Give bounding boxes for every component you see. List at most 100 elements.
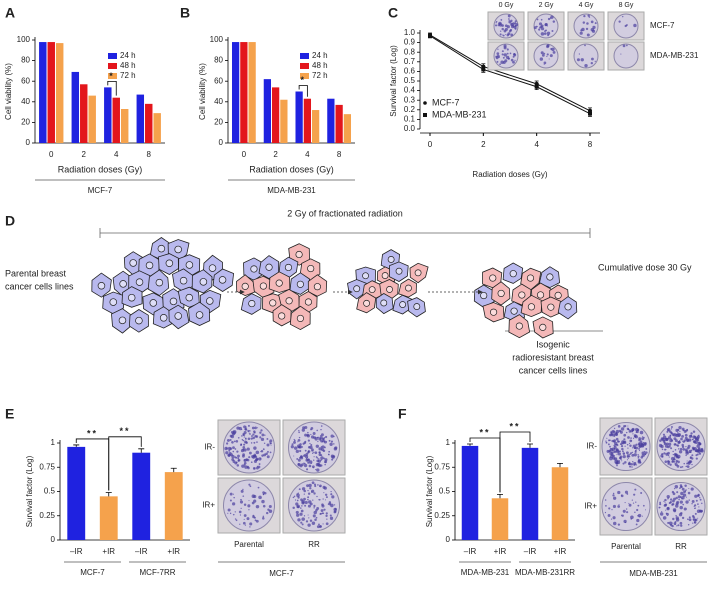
colony <box>499 33 502 36</box>
colony <box>266 443 270 447</box>
colony <box>694 504 697 507</box>
colony <box>688 518 692 522</box>
colony <box>239 443 243 447</box>
colony <box>594 22 597 25</box>
colony <box>307 439 310 442</box>
colony <box>679 521 683 525</box>
image-column-label: 4 Gy <box>579 2 594 9</box>
colony <box>262 517 265 520</box>
panel-letter: C <box>388 5 398 21</box>
colony <box>316 429 319 432</box>
colony <box>246 447 250 451</box>
colony <box>580 29 583 32</box>
colony <box>234 448 237 450</box>
colony <box>697 443 699 445</box>
colony <box>319 485 321 488</box>
nucleus <box>497 289 505 298</box>
x-axis-label: Radiation doses (Gy) <box>249 164 334 174</box>
error-bar <box>557 462 563 468</box>
colony <box>509 28 513 32</box>
colony <box>228 451 232 455</box>
colony <box>545 29 548 32</box>
colony <box>242 445 246 449</box>
bar <box>280 99 288 143</box>
colony <box>322 438 325 441</box>
colony <box>608 439 610 442</box>
colony <box>303 515 306 517</box>
colony <box>692 448 695 451</box>
colony <box>620 494 623 496</box>
colony <box>665 509 667 511</box>
colony <box>506 48 509 51</box>
colony <box>637 459 641 463</box>
nucleus <box>149 299 158 307</box>
colony <box>512 60 515 64</box>
x-axis-label: Radiation doses (Gy) <box>472 170 547 179</box>
colony <box>243 443 246 446</box>
nucleus <box>169 297 178 306</box>
colony <box>643 455 645 457</box>
x-tick-label: 4 <box>114 150 119 159</box>
colony <box>315 462 320 467</box>
colony <box>697 493 700 497</box>
y-tick-label: 20 <box>214 118 223 127</box>
colony <box>628 428 630 431</box>
colony <box>591 29 596 33</box>
colony <box>671 490 675 494</box>
y-axis-label: Survival factor (Log) <box>425 455 434 527</box>
bar <box>39 42 47 144</box>
colony <box>293 446 298 450</box>
colony <box>635 443 638 446</box>
colony <box>616 454 618 456</box>
colony <box>247 504 251 508</box>
colony <box>508 18 510 20</box>
colony <box>698 443 702 446</box>
y-tick-label: 60 <box>21 76 30 85</box>
nucleus <box>278 312 286 320</box>
colony <box>241 435 243 437</box>
nucleus <box>250 265 258 273</box>
colony <box>314 485 317 488</box>
colony <box>550 15 554 19</box>
colony <box>247 431 249 433</box>
colony <box>541 53 545 57</box>
colony <box>675 461 678 464</box>
nucleus <box>241 282 249 290</box>
colony <box>229 499 232 502</box>
colony <box>617 452 621 456</box>
colony <box>312 467 314 469</box>
bar <box>55 43 64 144</box>
bracket <box>108 436 142 491</box>
nucleus <box>395 267 403 275</box>
colony <box>659 512 664 516</box>
colony <box>246 458 250 462</box>
nucleus <box>296 280 304 288</box>
colony <box>229 438 232 442</box>
colony <box>249 485 252 488</box>
colony <box>322 485 326 489</box>
colony <box>630 437 632 439</box>
colony <box>269 451 272 454</box>
nucleus <box>554 291 562 299</box>
colony <box>663 500 665 503</box>
colony <box>303 497 306 501</box>
colony <box>690 487 694 491</box>
legend-swatch <box>108 53 117 59</box>
colony <box>634 450 637 453</box>
colony <box>502 56 505 59</box>
colony <box>293 439 296 442</box>
colony <box>317 459 321 463</box>
colony <box>538 22 543 26</box>
colony <box>255 504 260 509</box>
colony <box>685 454 687 457</box>
colony <box>628 503 632 507</box>
colony <box>632 461 634 463</box>
colony <box>677 440 681 444</box>
bar <box>67 446 86 540</box>
bar <box>99 496 118 540</box>
colony <box>615 432 617 434</box>
colony <box>506 25 510 29</box>
colony <box>252 515 255 519</box>
colony <box>700 449 704 453</box>
colony <box>622 462 625 465</box>
